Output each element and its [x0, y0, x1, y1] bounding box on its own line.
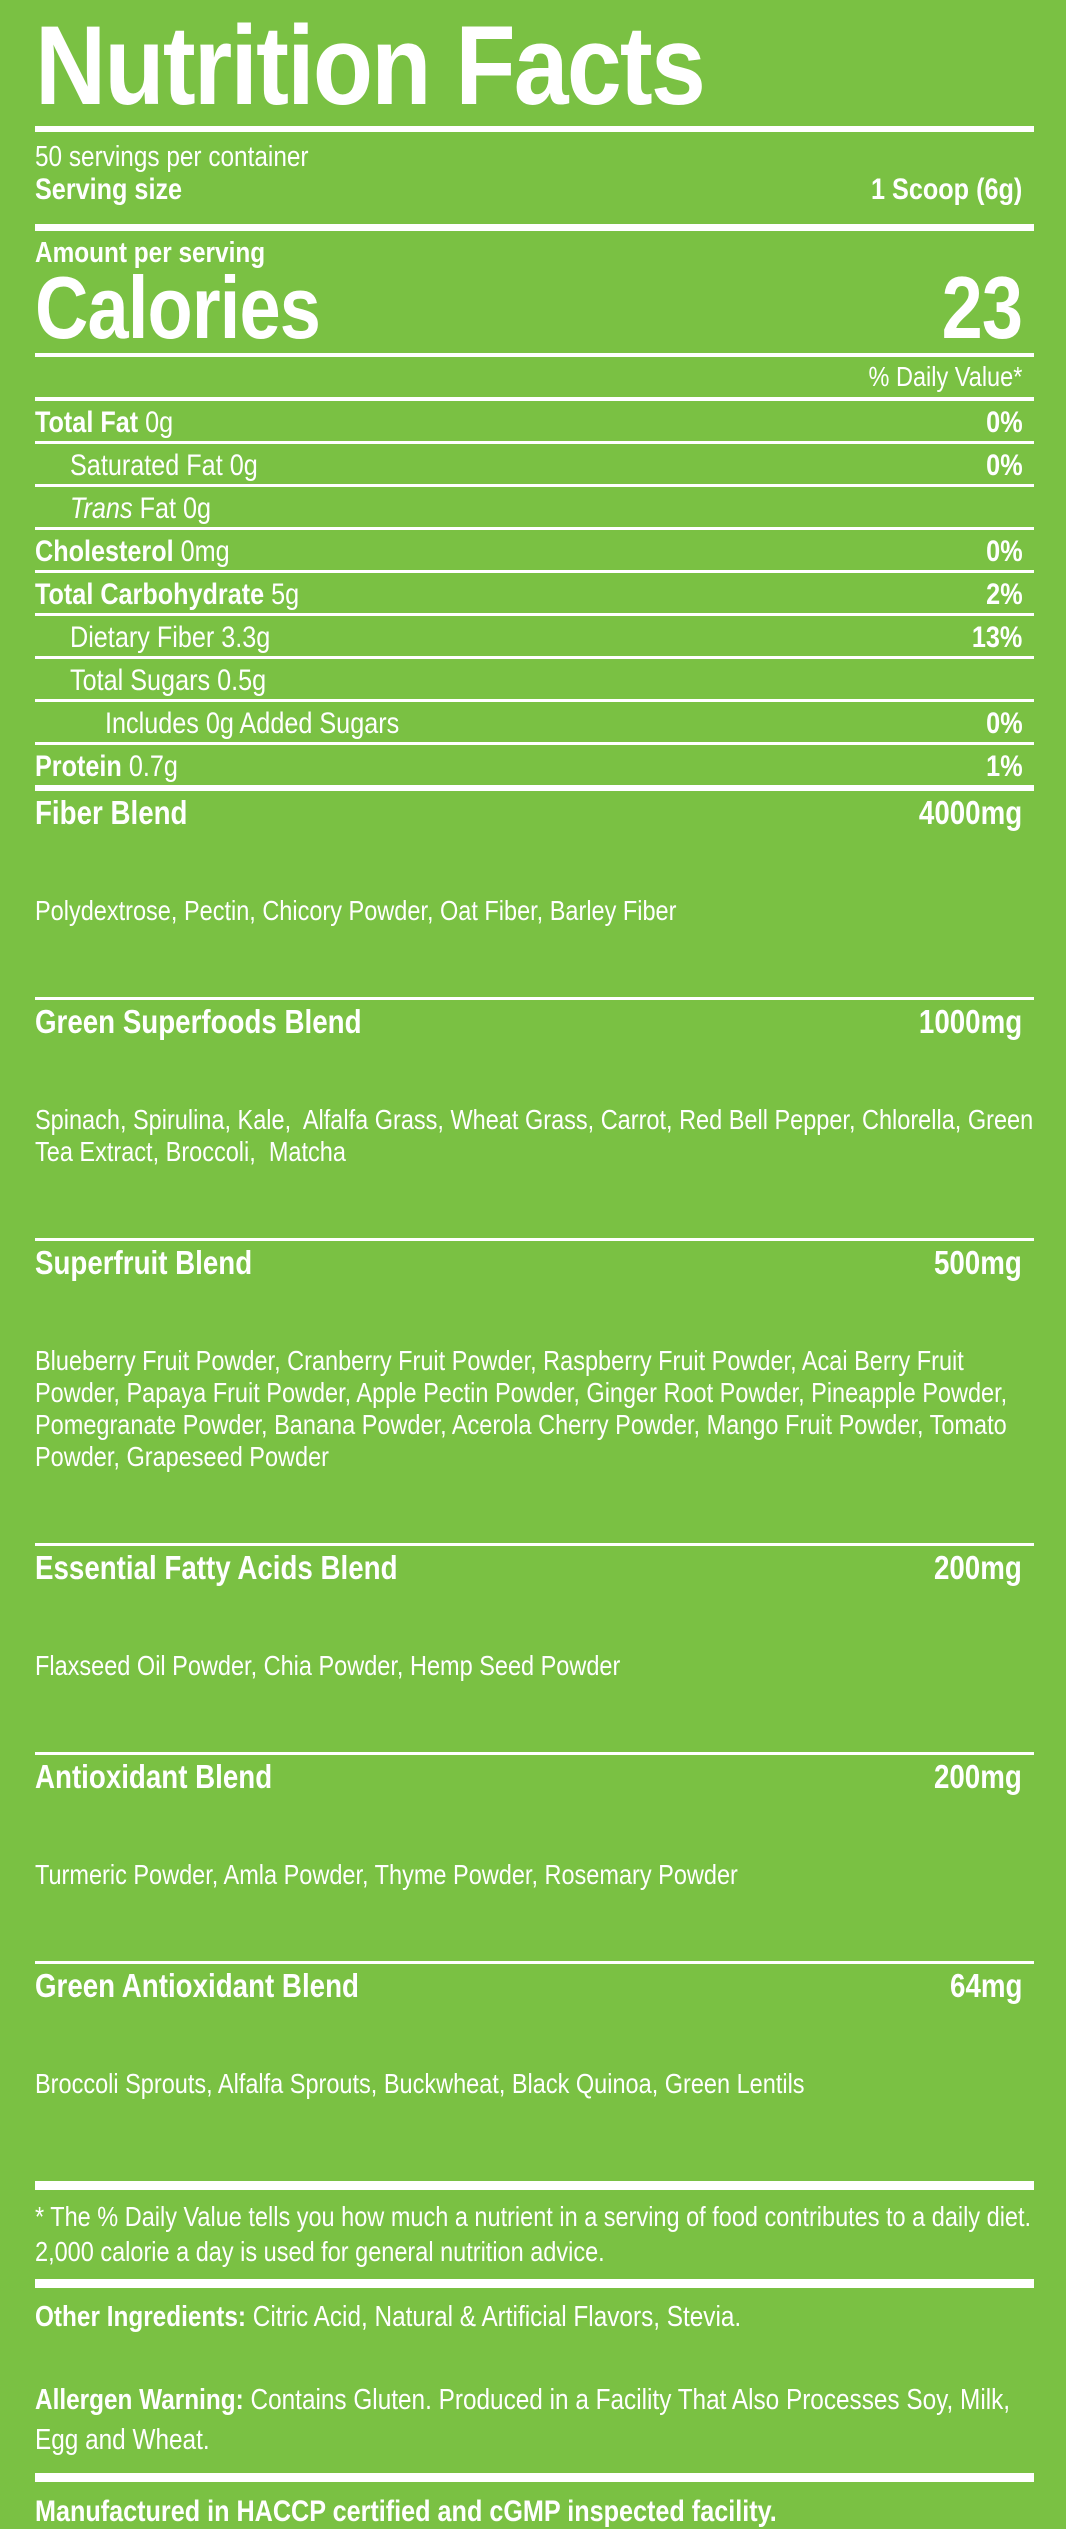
blend-name: Green Superfoods Blend: [35, 1003, 362, 1040]
blend-header: Antioxidant Blend 200mg: [35, 1755, 1034, 1795]
nutrient-name: Includes 0g Added Sugars: [105, 707, 400, 740]
blend-ingredients: Polydextrose, Pectin, Chicory Powder, Oa…: [35, 831, 1034, 991]
calories-label: Calories: [35, 258, 321, 357]
nutrient-amount: Fat 0g: [139, 492, 212, 525]
serving-size-label: Serving size: [35, 173, 183, 206]
nutrient-name: Cholesterol: [35, 535, 174, 568]
nutrient-row: Includes 0g Added Sugars 0%: [35, 699, 1034, 742]
blend: Antioxidant Blend 200mg Turmeric Powder,…: [35, 1752, 1034, 1961]
blend-ingredients: Spinach, Spirulina, Kale, Alfalfa Grass,…: [35, 1040, 1034, 1232]
nutrient-name: Trans: [70, 492, 133, 525]
blend: Essential Fatty Acids Blend 200mg Flaxse…: [35, 1543, 1034, 1752]
blend-ingredients-text: Spinach, Spirulina, Kale, Alfalfa Grass,…: [35, 1104, 1040, 1167]
blend-name: Superfruit Blend: [35, 1244, 253, 1281]
nutrient-name: Total Sugars: [70, 664, 211, 697]
blend-ingredients: Turmeric Powder, Amla Powder, Thyme Powd…: [35, 1795, 1034, 1955]
divider: [35, 224, 1034, 231]
nutrient-name: Saturated Fat: [70, 449, 223, 482]
divider: [35, 126, 1034, 132]
servings-per-container: 50 servings per container: [35, 141, 309, 173]
blend-ingredients-text: Polydextrose, Pectin, Chicory Powder, Oa…: [35, 895, 677, 926]
nutrient-dv: 1%: [985, 750, 1023, 783]
nutrient-amount: 5g: [271, 578, 300, 611]
nutrient-name: Dietary Fiber: [70, 621, 215, 654]
blend-amount: 200mg: [934, 1758, 1023, 1795]
nutrient-name: Total Carbohydrate: [35, 578, 265, 611]
other-ingredients-label: Other Ingredients:: [35, 2301, 247, 2333]
allergen-warning: Allergen Warning: Contains Gluten. Produ…: [35, 2380, 1034, 2460]
blend: Superfruit Blend 500mg Blueberry Fruit P…: [35, 1238, 1034, 1543]
nutrient-row: Cholesterol 0mg 0%: [35, 527, 1034, 570]
nutrient-amount: 0g: [229, 449, 258, 482]
divider: [35, 397, 1034, 401]
allergen-warning-label: Allergen Warning:: [35, 2384, 244, 2416]
calories-value: 23: [941, 258, 1023, 357]
blend-header: Superfruit Blend 500mg: [35, 1241, 1034, 1281]
label-title: Nutrition Facts: [35, 3, 706, 128]
blend-amount: 500mg: [934, 1244, 1023, 1281]
nutrient-row: Trans Fat 0g: [35, 484, 1034, 527]
nutrient-row: Total Carbohydrate 5g 2%: [35, 570, 1034, 613]
nutrient-dv: 13%: [971, 621, 1023, 654]
blend-amount: 64mg: [949, 1967, 1023, 2004]
blend-ingredients-text: Turmeric Powder, Amla Powder, Thyme Powd…: [35, 1859, 738, 1890]
nutrient-row: Protein 0.7g 1%: [35, 742, 1034, 785]
blend-amount: 4000mg: [918, 794, 1023, 831]
blend-header: Fiber Blend 4000mg: [35, 791, 1034, 831]
manufactured-note: Manufactured in HACCP certified and cGMP…: [35, 2495, 777, 2528]
divider: [35, 353, 1034, 357]
serving-size-value: 1 Scoop (6g): [871, 173, 1023, 206]
nutrient-amount: 0.5g: [217, 664, 267, 697]
nutrient-amount: 3.3g: [221, 621, 271, 654]
blend-ingredients-text: Blueberry Fruit Powder, Cranberry Fruit …: [35, 1345, 1014, 1472]
label-title-row: Nutrition Facts: [35, 3, 1034, 128]
blend-ingredients-text: Broccoli Sprouts, Alfalfa Sprouts, Buckw…: [35, 2068, 805, 2099]
blend: Green Antioxidant Blend 64mg Broccoli Sp…: [35, 1961, 1034, 2170]
nutrient-amount: 0g: [145, 406, 174, 439]
blend-name: Essential Fatty Acids Blend: [35, 1549, 398, 1586]
blend-amount: 1000mg: [918, 1003, 1023, 1040]
nutrient-amount: 0mg: [180, 535, 230, 568]
divider: [35, 2279, 1034, 2288]
divider: [35, 2181, 1034, 2190]
blend-list: Fiber Blend 4000mg Polydextrose, Pectin,…: [35, 791, 1034, 2170]
blend-header: Green Superfoods Blend 1000mg: [35, 1000, 1034, 1040]
daily-value-footnote: * The % Daily Value tells you how much a…: [35, 2201, 1032, 2267]
daily-value-header: % Daily Value*: [868, 361, 1023, 392]
blend-ingredients: Blueberry Fruit Powder, Cranberry Fruit …: [35, 1281, 1034, 1537]
nutrient-name: Protein: [35, 750, 122, 783]
nutrient-row: Total Fat 0g 0%: [35, 401, 1034, 441]
nutrient-dv: 0%: [985, 449, 1023, 482]
blend-name: Fiber Blend: [35, 794, 188, 831]
serving-size-row: Serving size 1 Scoop (6g): [35, 173, 1034, 207]
blend-header: Green Antioxidant Blend 64mg: [35, 1964, 1034, 2004]
nutrient-dv: 0%: [985, 535, 1023, 568]
divider: [35, 2473, 1034, 2482]
nutrient-dv: 0%: [985, 406, 1023, 439]
blend: Green Superfoods Blend 1000mg Spinach, S…: [35, 997, 1034, 1238]
nutrient-row: Saturated Fat 0g 0%: [35, 441, 1034, 484]
calories-row: Calories 23: [35, 258, 1034, 357]
other-ingredients: Other Ingredients: Citric Acid, Natural …: [35, 2301, 1034, 2334]
nutrient-dv: 2%: [985, 578, 1023, 611]
blend-header: Essential Fatty Acids Blend 200mg: [35, 1546, 1034, 1586]
blend: Fiber Blend 4000mg Polydextrose, Pectin,…: [35, 791, 1034, 997]
other-ingredients-text: Citric Acid, Natural & Artificial Flavor…: [252, 2301, 742, 2333]
nutrient-row: Total Sugars 0.5g: [35, 656, 1034, 699]
blend-amount: 200mg: [934, 1549, 1023, 1586]
blend-name: Green Antioxidant Blend: [35, 1967, 359, 2004]
blend-name: Antioxidant Blend: [35, 1758, 273, 1795]
divider: [35, 785, 1034, 791]
nutrient-name: Total Fat: [35, 406, 139, 439]
nutrient-rows: Total Fat 0g 0% Saturated Fat 0g 0% Tran…: [35, 401, 1034, 785]
amount-per-serving-label: Amount per serving: [35, 237, 266, 269]
blend-ingredients: Broccoli Sprouts, Alfalfa Sprouts, Buckw…: [35, 2004, 1034, 2164]
blend-ingredients-text: Flaxseed Oil Powder, Chia Powder, Hemp S…: [35, 1650, 621, 1681]
nutrient-row: Dietary Fiber 3.3g 13%: [35, 613, 1034, 656]
nutrient-amount: 0.7g: [128, 750, 178, 783]
blend-ingredients: Flaxseed Oil Powder, Chia Powder, Hemp S…: [35, 1586, 1034, 1746]
nutrient-dv: 0%: [985, 707, 1023, 740]
